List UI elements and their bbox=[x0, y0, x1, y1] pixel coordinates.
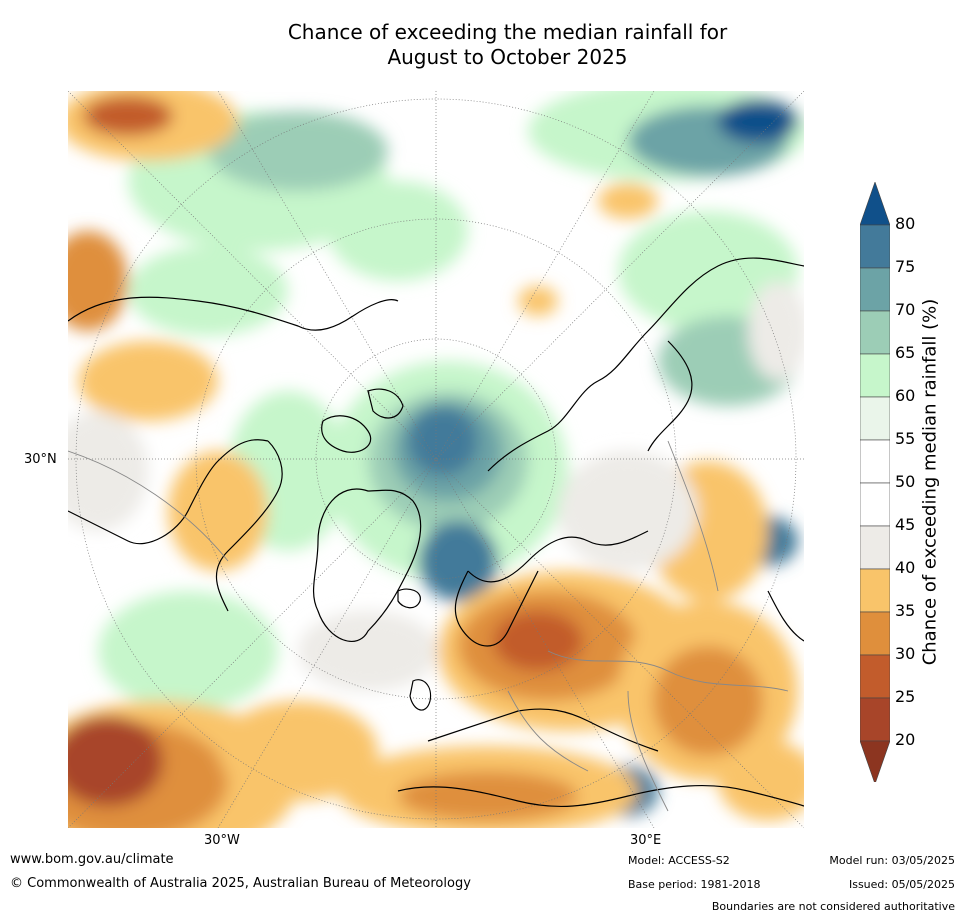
colorbar bbox=[860, 182, 890, 782]
lon-label-30e: 30°E bbox=[630, 833, 662, 848]
model-text: Model: ACCESS-S2 bbox=[628, 854, 730, 867]
colorbar-segment bbox=[860, 310, 890, 355]
lon-label-30w: 30°W bbox=[204, 833, 240, 848]
title-line-1: Chance of exceeding the median rainfall … bbox=[287, 20, 728, 44]
disclaimer-text: Boundaries are not considered authoritat… bbox=[711, 900, 955, 913]
copyright-text: © Commonwealth of Australia 2025, Austra… bbox=[10, 876, 471, 891]
probability-field bbox=[68, 91, 804, 828]
rainfall-map bbox=[67, 90, 805, 829]
map-canvas bbox=[68, 91, 804, 828]
colorbar-segment bbox=[860, 697, 890, 742]
cbar-tick-30: 30 bbox=[895, 644, 916, 663]
cbar-tick-50: 50 bbox=[895, 472, 916, 491]
colorbar-segment bbox=[860, 224, 890, 269]
colorbar-segment bbox=[860, 611, 890, 656]
borders bbox=[68, 440, 789, 812]
cbar-tick-45: 45 bbox=[895, 515, 916, 534]
lat-label-30n: 30°N bbox=[24, 452, 57, 467]
colorbar-segment bbox=[860, 439, 890, 484]
colorbar-segment bbox=[860, 353, 890, 398]
colorbar-top-arrow bbox=[860, 182, 890, 226]
base-period-text: Base period: 1981-2018 bbox=[628, 878, 761, 891]
model-run-text: Model run: 03/05/2025 bbox=[829, 854, 955, 867]
cbar-tick-60: 60 bbox=[895, 386, 916, 405]
colorbar-segment bbox=[860, 654, 890, 699]
colorbar-segment bbox=[860, 525, 890, 570]
colorbar-segment bbox=[860, 568, 890, 613]
cbar-tick-20: 20 bbox=[895, 730, 916, 749]
cbar-tick-65: 65 bbox=[895, 343, 916, 362]
coastlines bbox=[68, 257, 804, 808]
graticule bbox=[68, 91, 804, 828]
colorbar-segment bbox=[860, 396, 890, 441]
chart-title: Chance of exceeding the median rainfall … bbox=[0, 20, 965, 70]
colorbar-bottom-arrow bbox=[860, 740, 890, 782]
title-line-2: August to October 2025 bbox=[387, 45, 628, 69]
cbar-tick-25: 25 bbox=[895, 687, 916, 706]
cbar-tick-80: 80 bbox=[895, 214, 916, 233]
cbar-tick-75: 75 bbox=[895, 257, 916, 276]
cbar-tick-55: 55 bbox=[895, 429, 916, 448]
colorbar-segment bbox=[860, 482, 890, 527]
website-link[interactable]: www.bom.gov.au/climate bbox=[10, 852, 174, 867]
cbar-tick-40: 40 bbox=[895, 558, 916, 577]
cbar-tick-70: 70 bbox=[895, 300, 916, 319]
colorbar-segment bbox=[860, 267, 890, 312]
colorbar-label: Chance of exceeding median rainfall (%) bbox=[919, 298, 941, 666]
cbar-tick-35: 35 bbox=[895, 601, 916, 620]
issued-text: Issued: 05/05/2025 bbox=[848, 878, 955, 891]
